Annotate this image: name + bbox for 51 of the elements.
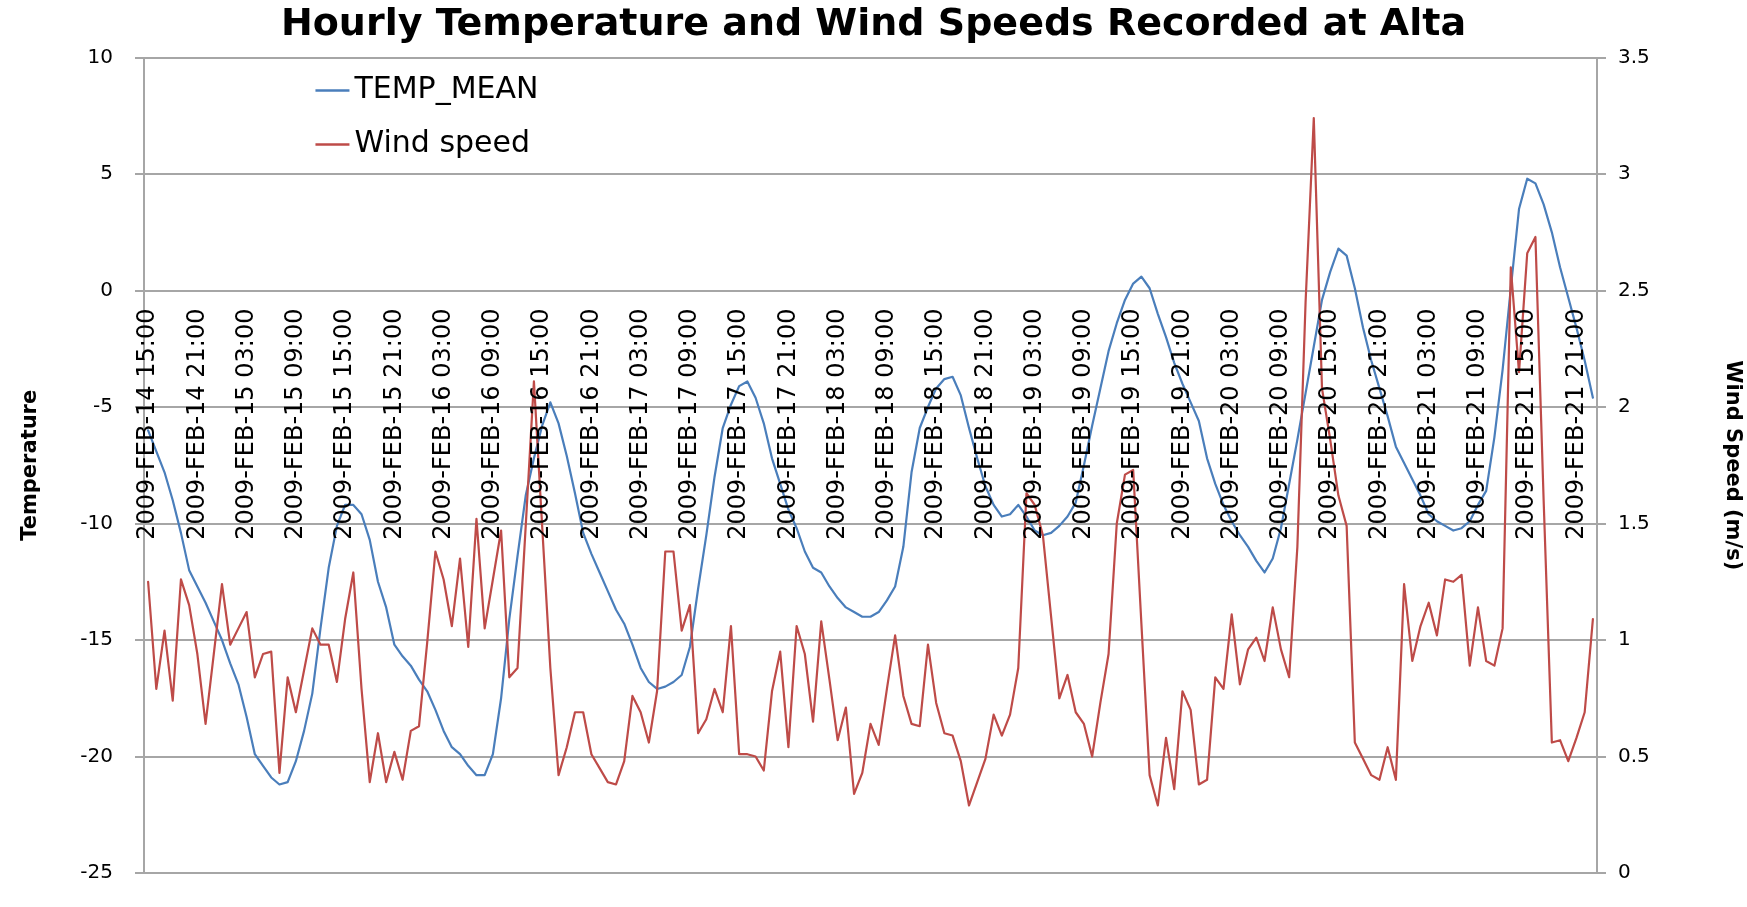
chart-title: Hourly Temperature and Wind Speeds Recorded at Alta xyxy=(280,0,1467,44)
x-tick-label: 2009-FEB-20 09:00 xyxy=(1265,308,1294,540)
x-tick-label: 2009-FEB-19 03:00 xyxy=(1018,308,1047,540)
x-tick-label: 2009-FEB-21 03:00 xyxy=(1412,308,1441,540)
x-tick-label: 2009-FEB-17 21:00 xyxy=(772,308,801,540)
y-axis-title: Temperature xyxy=(17,389,42,541)
x-tick-label: 2009-FEB-21 09:00 xyxy=(1462,308,1491,540)
x-tick-label: 2009-FEB-17 09:00 xyxy=(674,308,703,540)
x-tick-label: 2009-FEB-15 15:00 xyxy=(329,308,358,540)
x-tick-label: 2009-FEB-18 15:00 xyxy=(920,308,949,540)
x-tick-label: 2009-FEB-19 09:00 xyxy=(1068,308,1097,540)
x-tick-label: 2009-FEB-15 03:00 xyxy=(230,308,259,540)
x-tick-label: 2009-FEB-16 15:00 xyxy=(526,308,555,540)
y-tick-label: 10 xyxy=(87,43,113,68)
x-tick-label: 2009-FEB-19 15:00 xyxy=(1117,308,1146,540)
y2-tick-label: 0 xyxy=(1618,859,1631,884)
y2-tick-label: 0.5 xyxy=(1618,742,1650,767)
x-tick-label: 2009-FEB-18 03:00 xyxy=(821,308,850,540)
y2-tick-label: 3.5 xyxy=(1618,43,1650,68)
y2-tick-label: 2 xyxy=(1618,393,1631,418)
x-tick-label: 2009-FEB-21 15:00 xyxy=(1511,308,1540,540)
x-tick-label: 2009-FEB-18 09:00 xyxy=(871,308,900,540)
legend-label: Wind speed xyxy=(354,124,531,160)
y2-tick-label: 1 xyxy=(1618,626,1631,651)
x-tick-label: 2009-FEB-16 03:00 xyxy=(427,308,456,540)
x-tick-label: 2009-FEB-15 09:00 xyxy=(280,308,309,540)
y2-axis-title: Wind Speed (m/s) xyxy=(1721,360,1746,571)
x-tick-label: 2009-FEB-21 21:00 xyxy=(1560,308,1589,540)
x-tick-label: 2009-FEB-16 09:00 xyxy=(477,308,506,540)
x-tick-label: 2009-FEB-17 15:00 xyxy=(723,308,752,540)
legend-label: TEMP_MEAN xyxy=(353,70,539,106)
y-tick-label: -20 xyxy=(80,742,113,767)
x-tick-label: 2009-FEB-19 21:00 xyxy=(1166,308,1195,540)
y2-tick-label: 1.5 xyxy=(1618,509,1650,534)
y-tick-label: -5 xyxy=(93,393,113,418)
y2-tick-label: 2.5 xyxy=(1618,276,1650,301)
x-tick-label: 2009-FEB-18 21:00 xyxy=(969,308,998,540)
x-tick-label: 2009-FEB-14 15:00 xyxy=(132,308,161,540)
x-tick-label: 2009-FEB-20 21:00 xyxy=(1363,308,1392,540)
x-tick-label: 2009-FEB-16 21:00 xyxy=(575,308,604,540)
y-tick-label: -15 xyxy=(80,626,113,651)
x-tick-label: 2009-FEB-14 21:00 xyxy=(181,308,210,540)
y-tick-label: -25 xyxy=(80,859,113,884)
x-tick-label: 2009-FEB-20 03:00 xyxy=(1215,308,1244,540)
x-tick-label: 2009-FEB-17 03:00 xyxy=(624,308,653,540)
x-tick-label: 2009-FEB-20 15:00 xyxy=(1314,308,1343,540)
x-tick-label: 2009-FEB-15 21:00 xyxy=(378,308,407,540)
y-tick-label: -10 xyxy=(80,509,113,534)
y-tick-label: 5 xyxy=(100,160,113,185)
y-tick-label: 0 xyxy=(100,276,113,301)
y2-tick-label: 3 xyxy=(1618,160,1631,185)
